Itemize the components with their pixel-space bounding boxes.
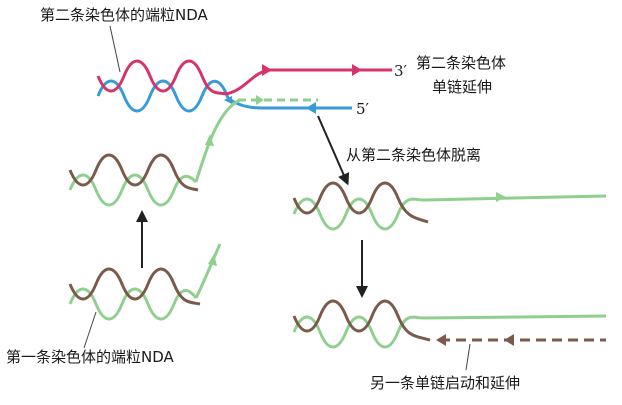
- five-prime-label: 5′: [356, 100, 369, 118]
- first-telomere-label: 第一条染色体的端粒NDA: [6, 348, 174, 366]
- blue-arrowhead-2: [306, 102, 316, 114]
- detach-arrow: [317, 115, 350, 186]
- bottom-right-helix: [292, 299, 607, 349]
- magenta-arrowhead-2: [352, 64, 362, 76]
- second-extension-label-1: 第二条染色体: [416, 54, 507, 72]
- blue-arrowhead: [224, 96, 232, 104]
- detach-label: 从第二条染色体脱离: [346, 146, 482, 164]
- detached-green-helix: [292, 194, 607, 231]
- bottom-green-tail: [194, 243, 222, 299]
- second-extension-label-2: 单链延伸: [432, 78, 493, 96]
- magenta-arrowhead: [262, 64, 272, 76]
- br-green-helix: [292, 314, 607, 349]
- second-chromosome-helix: [96, 59, 392, 114]
- bottom-brown-helix: [68, 267, 201, 306]
- br-brown-arrowhead-1: [436, 334, 446, 346]
- detached-green-arrowhead: [496, 192, 506, 202]
- three-prime-label: 3′: [394, 62, 407, 80]
- first-telomere-pointer: [83, 311, 97, 349]
- green-invading-strand: [194, 98, 241, 183]
- bottom-green-arrowhead: [208, 254, 217, 266]
- second-blue-helix-strand: [96, 79, 230, 113]
- second-telomere-label: 第二条染色体的端粒NDA: [40, 6, 208, 24]
- second-telomere-pointer: [109, 25, 121, 73]
- green-invading-arrowhead: [205, 134, 214, 146]
- detached-brown-helix: [292, 181, 429, 224]
- second-magenta-helix-strand: [96, 59, 227, 96]
- green-dashed-arrowhead: [256, 95, 264, 105]
- detached-helix: [292, 181, 607, 231]
- mid-brown-helix: [68, 153, 199, 192]
- br-brown-helix: [292, 299, 431, 342]
- bottom-green-helix: [68, 287, 198, 321]
- first-chromosome-helix-bottom: [68, 243, 222, 321]
- first-chromosome-helix-mid: [68, 153, 199, 207]
- other-strand-pointer: [465, 343, 471, 371]
- br-brown-arrowhead-2: [504, 334, 514, 346]
- other-strand-label: 另一条单链启动和延伸: [370, 374, 521, 392]
- magenta-strand-3prime: [225, 68, 392, 96]
- mid-green-helix: [68, 173, 198, 207]
